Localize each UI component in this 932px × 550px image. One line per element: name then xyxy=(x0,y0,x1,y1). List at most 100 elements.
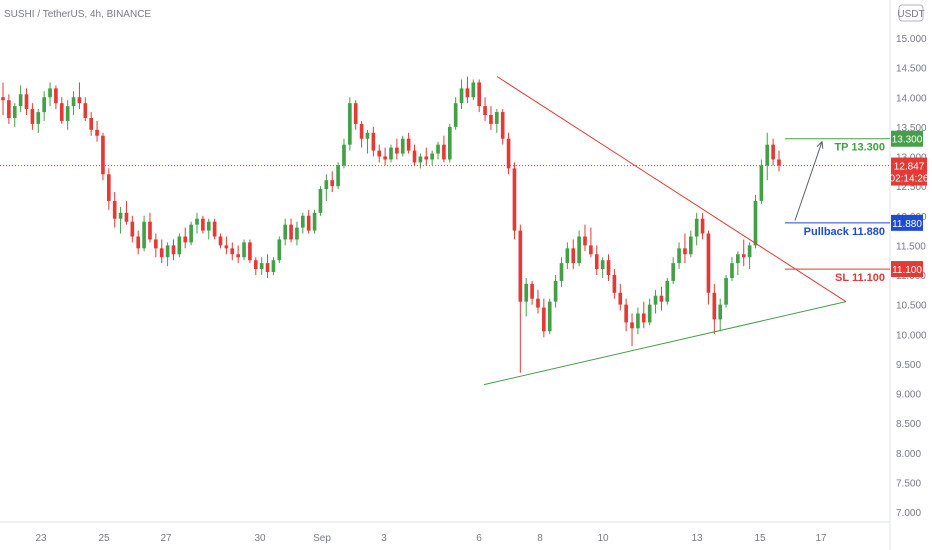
candle-body xyxy=(459,88,464,104)
candle-body xyxy=(589,245,593,255)
current-price-tag xyxy=(891,157,927,186)
price-tick-label: 10.000 xyxy=(896,330,927,341)
candle-body xyxy=(201,218,205,231)
candle-body xyxy=(124,212,129,222)
candle-body xyxy=(300,215,305,228)
time-axis[interactable]: 23 25 27 30 Sep 3 6 8 10 13 15 17 xyxy=(35,533,827,544)
candle-body xyxy=(89,117,94,130)
candle-body xyxy=(453,103,458,127)
candle-body xyxy=(206,221,211,231)
candle-body xyxy=(412,150,417,163)
candle-body xyxy=(112,200,117,219)
candle-body xyxy=(647,304,652,323)
candle-body xyxy=(694,218,699,237)
candle-body xyxy=(489,115,493,124)
candle-body xyxy=(218,236,223,246)
candle-body xyxy=(677,248,681,264)
candle-body xyxy=(536,298,540,308)
price-tick-label: 10.500 xyxy=(896,301,927,312)
time-tick-label: 30 xyxy=(254,533,266,544)
candle-body xyxy=(348,103,352,145)
candle-body xyxy=(312,212,317,231)
candle-body xyxy=(442,144,446,160)
candle-body xyxy=(524,283,529,302)
candle-body xyxy=(212,221,217,237)
candle-body xyxy=(565,248,570,264)
candle-body xyxy=(641,313,646,323)
candle-body xyxy=(265,263,270,273)
time-tick-label: 6 xyxy=(476,533,482,544)
candles xyxy=(1,76,781,373)
candle-body xyxy=(136,236,141,249)
candle-body xyxy=(242,242,246,258)
level-label-sl: SL 11.100 xyxy=(835,272,885,284)
candle-body xyxy=(718,304,723,320)
candle-body xyxy=(753,200,758,246)
candle-body xyxy=(395,147,399,154)
candle-body xyxy=(248,242,252,261)
candle-body xyxy=(577,236,581,264)
candle-body xyxy=(83,103,88,118)
candle-body xyxy=(777,159,781,166)
candle-body xyxy=(671,263,676,281)
candle-body xyxy=(142,221,146,249)
candle-body xyxy=(506,138,511,169)
candle-body xyxy=(130,221,135,237)
target-arrow-line xyxy=(794,141,823,221)
time-tick-label: 15 xyxy=(754,533,766,544)
candle-body xyxy=(48,88,52,98)
candle-body xyxy=(594,254,599,270)
candle-body xyxy=(553,280,558,302)
candle-body xyxy=(342,144,346,166)
candle-body xyxy=(630,322,634,329)
price-tick-label: 14.500 xyxy=(896,64,927,75)
candle-body xyxy=(318,189,323,213)
candle-body xyxy=(18,94,23,107)
currency-badge[interactable]: USDT xyxy=(897,4,925,22)
candle-body xyxy=(530,283,534,299)
candle-body xyxy=(65,106,70,121)
price-tick-label: 9.000 xyxy=(896,390,921,401)
candle-body xyxy=(500,112,505,139)
candle-body xyxy=(71,97,76,107)
time-tick-label: 13 xyxy=(691,533,703,544)
candle-body xyxy=(406,138,411,151)
candle-body xyxy=(706,233,711,293)
candle-body xyxy=(612,275,617,293)
candle-body xyxy=(383,156,387,160)
candle-body xyxy=(289,224,293,240)
candle-body xyxy=(418,156,423,163)
trendline-resistance xyxy=(496,76,847,303)
candle-body xyxy=(665,280,670,302)
candle-body xyxy=(189,224,193,243)
candle-body xyxy=(494,112,499,124)
candle-countdown: 02:14:26 xyxy=(890,174,929,185)
candle-body xyxy=(436,144,440,154)
price-tick-label: 8.500 xyxy=(896,419,921,430)
candle-body xyxy=(7,100,11,118)
trendline-support xyxy=(483,301,847,386)
candle-body xyxy=(477,82,482,107)
level-tag-pullback xyxy=(891,214,923,231)
candle-body xyxy=(195,218,199,225)
candle-body xyxy=(148,221,152,240)
candle-body xyxy=(253,260,258,270)
candle-body xyxy=(236,254,240,258)
price-tick-label: 7.000 xyxy=(896,508,921,519)
candle-body xyxy=(353,103,358,124)
candle-body xyxy=(747,245,752,258)
candle-body xyxy=(277,239,282,261)
candle-body xyxy=(101,135,105,175)
candle-body xyxy=(736,254,740,264)
level-tag-sl xyxy=(891,261,923,278)
candle-body xyxy=(724,277,728,305)
level-tag-value-tp: 13.300 xyxy=(892,135,923,146)
candle-body xyxy=(171,245,176,255)
candle-body xyxy=(424,156,429,160)
price-tick-label: 11.500 xyxy=(896,241,926,252)
candle-body xyxy=(336,165,340,187)
candle-body xyxy=(365,132,370,139)
candle-body xyxy=(542,307,546,332)
candle-body xyxy=(283,224,288,240)
